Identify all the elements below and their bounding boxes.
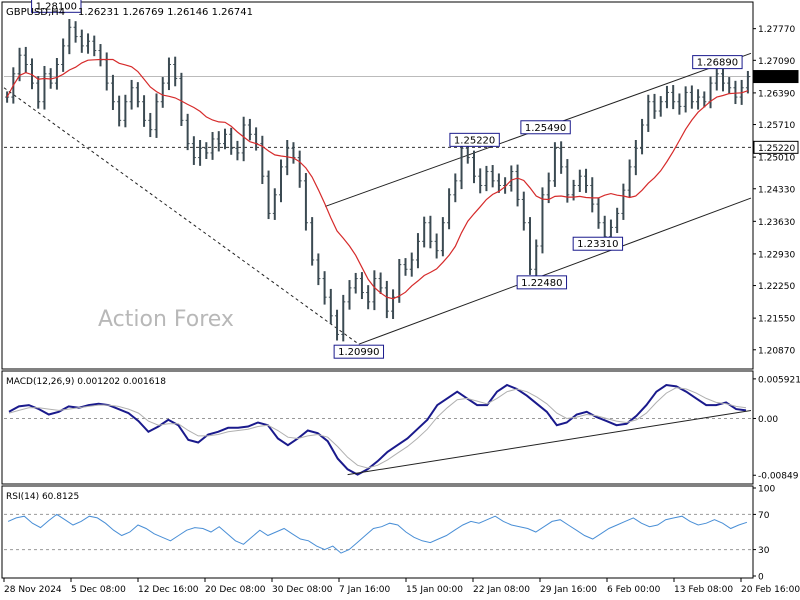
price-axis-label: 1.22250 <box>758 282 795 292</box>
time-axis-label: 30 Dec 08:00 <box>272 585 333 595</box>
price-annotation-box <box>333 344 385 359</box>
time-axis-label: 6 Feb 00:00 <box>607 585 661 595</box>
macd-panel-frame <box>1 370 754 485</box>
price-axis-label: 1.22930 <box>758 250 795 260</box>
price-axis-label: 1.26390 <box>758 89 795 99</box>
macd-plot <box>4 383 752 476</box>
time-axis-label: 20 Dec 08:00 <box>205 585 266 595</box>
header-symbol: GBPUSD,H4 <box>6 7 65 18</box>
price-annotation-box <box>31 0 82 13</box>
price-axis-label: 1.23630 <box>758 218 795 228</box>
trendline-0 <box>3 87 360 345</box>
price-annotation-box <box>520 120 571 135</box>
price-tag-label: 1.25220 <box>758 144 795 154</box>
price-panel-frame <box>1 1 754 370</box>
price-axis-label: 1.27090 <box>758 57 795 67</box>
price-axis-label: 1.27770 <box>758 25 795 35</box>
rsi-line <box>7 513 748 554</box>
price-annotation-box <box>692 55 743 70</box>
watermark: Action Forex <box>98 307 234 332</box>
rsi-axis-label: 30 <box>758 546 770 556</box>
header-ohlc: 1.26231 1.26769 1.26146 1.26741 <box>78 7 253 18</box>
axis-labels: 1.27770 1.27090 1.26390 1.25710 1.25010 1.243… <box>3 25 800 595</box>
price-axis-label: 1.20870 <box>758 346 795 356</box>
trendline-2 <box>358 197 752 345</box>
rsi-plot <box>4 513 751 554</box>
macd-signal-line <box>8 387 747 469</box>
price-tag-label: 1.26741 <box>758 73 795 83</box>
time-axis-label: 29 Jan 16:00 <box>540 585 597 595</box>
time-axis-label: 20 Feb 16:00 <box>741 585 800 595</box>
macd-title: MACD(12,26,9) 0.001202 0.001618 <box>6 377 166 387</box>
time-axis-label: 13 Feb 08:00 <box>674 585 733 595</box>
price-tag-box <box>753 140 799 154</box>
macd-trendline-0 <box>347 409 752 476</box>
moving-average-line <box>6 58 749 300</box>
price-axis-label: 1.24330 <box>758 185 795 195</box>
price-annotation-label: 1.25490 <box>525 123 566 134</box>
price-annotation-box <box>516 275 568 290</box>
price-annotation-label: 1.25220 <box>454 135 495 146</box>
time-axis-label: 15 Jan 00:00 <box>406 585 463 595</box>
price-plot: 1.28100 1.26890 1.25490 1.25220 1.23310 1.224… <box>3 0 752 359</box>
macd-line <box>8 383 747 476</box>
price-axis-label: 1.25710 <box>758 121 795 131</box>
macd-axis-label: 0.005921 <box>758 375 800 385</box>
price-annotation-label: 1.22480 <box>521 278 562 289</box>
macd-axis-label: -0.00849 <box>758 472 799 482</box>
time-axis-label: 7 Jan 16:00 <box>339 585 391 595</box>
price-annotation-label: 1.28100 <box>36 1 77 12</box>
rsi-axis-label: 100 <box>758 485 775 495</box>
price-annotation-label: 1.20990 <box>338 347 379 358</box>
rsi-title: RSI(14) 60.8125 <box>6 492 79 502</box>
time-axis-label: 22 Jan 08:00 <box>473 585 530 595</box>
time-axis-label: 28 Nov 2024 <box>4 585 62 595</box>
price-axis-label: 1.25010 <box>758 154 795 164</box>
price-annotation-box <box>449 132 500 147</box>
price-tag-box <box>753 70 799 84</box>
rsi-panel-frame <box>1 485 754 579</box>
rsi-axis-label: 0 <box>758 573 764 583</box>
macd-axis-label: 0.00 <box>758 415 778 425</box>
time-axis-label: 5 Dec 08:00 <box>71 585 126 595</box>
price-axis-label: 1.21550 <box>758 315 795 325</box>
time-axis-label: 12 Dec 16:00 <box>138 585 199 595</box>
price-annotation-label: 1.26890 <box>697 58 738 69</box>
price-annotation-box <box>572 236 624 251</box>
price-annotation-label: 1.23310 <box>577 239 618 250</box>
rsi-axis-label: 70 <box>758 511 770 521</box>
